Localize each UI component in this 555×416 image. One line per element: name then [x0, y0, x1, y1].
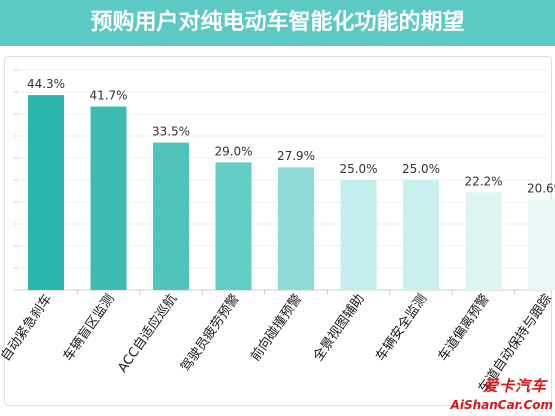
bar	[278, 167, 314, 290]
category-label: 车道偏离预警	[435, 291, 493, 364]
bar	[153, 142, 189, 290]
category-label: 自动紧急刹车	[0, 291, 55, 364]
bar	[403, 180, 439, 290]
chart-title: 预购用户对纯电动车智能化功能的期望	[90, 10, 465, 35]
bar	[215, 162, 252, 290]
watermark-logo-en: AiShanCar.Com	[450, 398, 553, 412]
data-label: 41.7%	[89, 89, 127, 103]
watermark-logo-cn: 爱卡汽车	[482, 377, 547, 395]
category-label: 车辆盲区监测	[60, 291, 118, 364]
data-label: 20.6%	[527, 181, 555, 195]
category-label: 车辆安全监测	[372, 291, 430, 364]
data-label: 22.2%	[464, 174, 502, 188]
data-label: 25.0%	[402, 162, 440, 176]
category-label: 前向碰撞预警	[247, 291, 305, 364]
data-label: 29.0%	[214, 144, 252, 158]
bar	[465, 192, 502, 290]
category-label: 全景视图辅助	[310, 291, 368, 364]
data-label: 33.5%	[152, 125, 190, 139]
data-label: 25.0%	[339, 162, 377, 176]
bar	[28, 95, 64, 290]
bar	[90, 106, 127, 291]
title-banner	[0, 0, 555, 46]
category-label: ACC自适应巡航	[114, 291, 180, 375]
data-label: 27.9%	[277, 149, 315, 163]
bar	[340, 180, 377, 290]
category-label: 驾驶员疲劳预警	[177, 291, 242, 375]
bar	[528, 199, 555, 290]
data-label: 44.3%	[27, 77, 65, 91]
